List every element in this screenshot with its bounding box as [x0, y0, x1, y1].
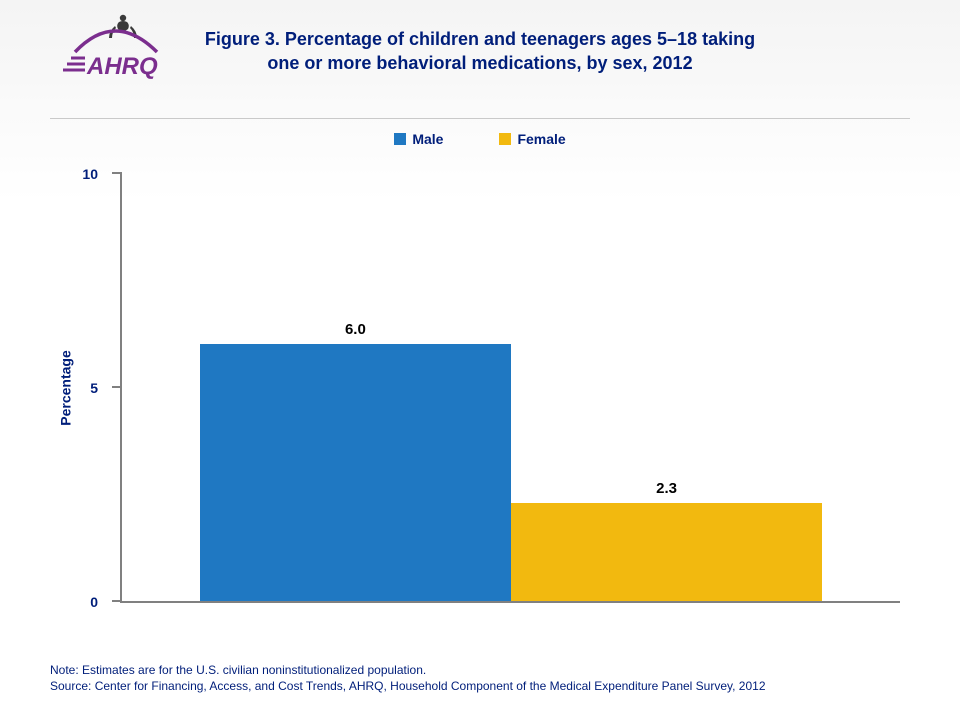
bar	[200, 344, 511, 601]
footnote-source: Source: Center for Financing, Access, an…	[50, 678, 766, 694]
legend-swatch	[394, 133, 406, 145]
figure-title: Figure 3. Percentage of children and tee…	[130, 15, 830, 76]
y-tick-label: 5	[90, 380, 98, 396]
divider	[50, 118, 910, 119]
bars-container: 6.0 2.3	[122, 173, 900, 601]
bar	[511, 503, 822, 601]
legend-item: Male	[394, 131, 443, 147]
logo-text: AHRQ	[86, 53, 158, 80]
legend-swatch	[499, 133, 511, 145]
title-line-2: one or more behavioral medications, by s…	[267, 53, 692, 73]
footnotes: Note: Estimates are for the U.S. civilia…	[50, 662, 766, 694]
ahrq-logo: AHRQ	[45, 12, 165, 87]
y-tick-label: 0	[90, 594, 98, 610]
y-tick: 0	[112, 600, 122, 602]
bar-slot: 2.3	[511, 173, 822, 601]
plot-area: 6.02.3 0510	[120, 173, 900, 603]
y-axis-label: Percentage	[58, 350, 74, 425]
legend: Male Female	[0, 131, 960, 147]
footnote-note: Note: Estimates are for the U.S. civilia…	[50, 662, 766, 678]
y-tick: 10	[112, 172, 122, 174]
header: AHRQ Figure 3. Percentage of children an…	[0, 0, 960, 100]
bar-value-label: 2.3	[511, 480, 822, 497]
bar-slot: 6.0	[200, 173, 511, 601]
title-line-1: Figure 3. Percentage of children and tee…	[205, 29, 755, 49]
legend-item: Female	[499, 131, 565, 147]
bar-chart: Percentage 6.02.3 0510	[70, 153, 900, 623]
bar-value-label: 6.0	[200, 321, 511, 338]
y-tick: 5	[112, 386, 122, 388]
legend-label: Male	[412, 131, 443, 147]
y-tick-label: 10	[82, 166, 98, 182]
legend-label: Female	[517, 131, 565, 147]
